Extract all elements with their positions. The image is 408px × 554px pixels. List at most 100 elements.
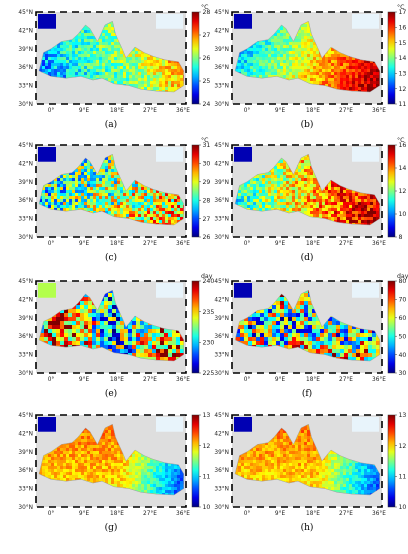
black-sea [156,417,183,432]
lon-tick-label: 18°E [306,108,320,114]
lat-tick-label: 39°N [18,47,33,53]
lon-tick-label: 0° [48,377,55,383]
black-sea [156,283,183,298]
lon-tick-label: 18°E [110,511,124,517]
colorbar-tick-label: 230 [203,340,215,347]
lat-tick-label: 42°N [18,431,33,437]
colorbar-unit: day [201,273,213,280]
lat-tick-label: 39°N [18,180,33,186]
black-sea [352,147,379,162]
lon-tick-label: 18°E [110,108,124,114]
colorbar [388,145,395,237]
atlantic-corner [234,417,252,432]
colorbar-tick-label: 10 [399,504,407,511]
colorbar [388,281,395,373]
lat-tick-label: 36°N [214,334,229,340]
colorbar-tick-label: 12 [399,188,407,195]
lat-tick-label: 39°N [18,316,33,322]
colorbar-tick-label: 10 [203,504,211,511]
lat-tick-label: 36°N [18,198,33,204]
lon-tick-label: 27°E [143,511,157,517]
colorbar-tick-label: 16 [399,25,407,32]
atlantic-corner [38,283,56,298]
lat-tick-label: 33°N [18,353,33,359]
black-sea [352,14,379,29]
colorbar [192,281,199,373]
lon-tick-label: 36°E [176,241,190,247]
colorbar-unit: °C [201,3,208,11]
lat-tick-label: 33°N [214,217,229,223]
colorbar-tick-label: 70 [399,297,407,304]
lon-tick-label: 0° [244,108,251,114]
atlantic-corner [38,147,56,162]
colorbar [388,12,395,104]
colorbar-unit: °C [201,136,208,144]
colorbar-tick-label: 30 [399,370,407,377]
lat-tick-label: 45°N [18,413,33,419]
lat-tick-label: 45°N [18,10,33,16]
colorbar-tick-label: 13 [399,71,407,78]
colorbar-tick-label: 30 [203,161,211,168]
panel-label: (h) [301,522,314,533]
atlantic-corner [38,417,56,432]
lon-tick-label: 27°E [143,241,157,247]
lat-tick-label: 33°N [18,487,33,493]
lat-tick-label: 36°N [214,198,229,204]
panel-label: (d) [301,252,314,263]
lat-tick-label: 39°N [214,47,229,53]
lon-tick-label: 36°E [176,511,190,517]
lon-tick-label: 18°E [306,377,320,383]
panel-label: (f) [302,388,312,399]
black-sea [352,417,379,432]
lat-tick-label: 42°N [214,297,229,303]
colorbar-tick-label: 26 [203,55,211,62]
lon-tick-label: 36°E [176,108,190,114]
colorbar [192,145,199,237]
lat-tick-label: 30°N [214,371,229,377]
lat-tick-label: 45°N [214,413,229,419]
colorbar-tick-label: 14 [399,165,407,172]
colorbar-tick-label: 29 [203,179,211,186]
lon-tick-label: 27°E [143,377,157,383]
lon-tick-label: 0° [48,241,55,247]
lat-tick-label: 39°N [214,180,229,186]
lon-tick-label: 27°E [339,108,353,114]
colorbar [192,415,199,507]
colorbar-tick-label: 235 [203,309,215,316]
lat-tick-label: 33°N [214,84,229,90]
atlantic-corner [234,283,252,298]
lat-tick-label: 33°N [18,217,33,223]
colorbar-tick-label: 11 [399,474,407,481]
colorbar-tick-label: 11 [399,101,407,108]
colorbar-tick-label: 50 [399,333,407,340]
lat-tick-label: 42°N [18,297,33,303]
panel-label: (g) [105,522,118,533]
colorbar [192,12,199,104]
lon-tick-label: 9°E [79,511,90,517]
colorbar-tick-label: 15 [399,40,407,47]
lat-tick-label: 30°N [214,102,229,108]
lat-tick-label: 42°N [18,161,33,167]
lon-tick-label: 9°E [275,241,286,247]
panel-label: (c) [105,252,117,263]
lon-tick-label: 9°E [275,511,286,517]
colorbar-tick-label: 8 [399,234,403,241]
colorbar-tick-label: 28 [203,197,211,204]
colorbar-unit: °C [397,136,404,144]
lon-tick-label: 36°E [372,108,386,114]
lat-tick-label: 39°N [214,450,229,456]
colorbar-tick-label: 60 [399,315,407,322]
lat-tick-label: 30°N [18,102,33,108]
lon-tick-label: 18°E [306,511,320,517]
atlantic-corner [234,147,252,162]
colorbar-tick-label: 13 [203,412,211,419]
lat-tick-label: 33°N [214,487,229,493]
lon-tick-label: 0° [244,377,251,383]
lon-tick-label: 9°E [79,377,90,383]
colorbar-tick-label: 12 [203,443,211,450]
